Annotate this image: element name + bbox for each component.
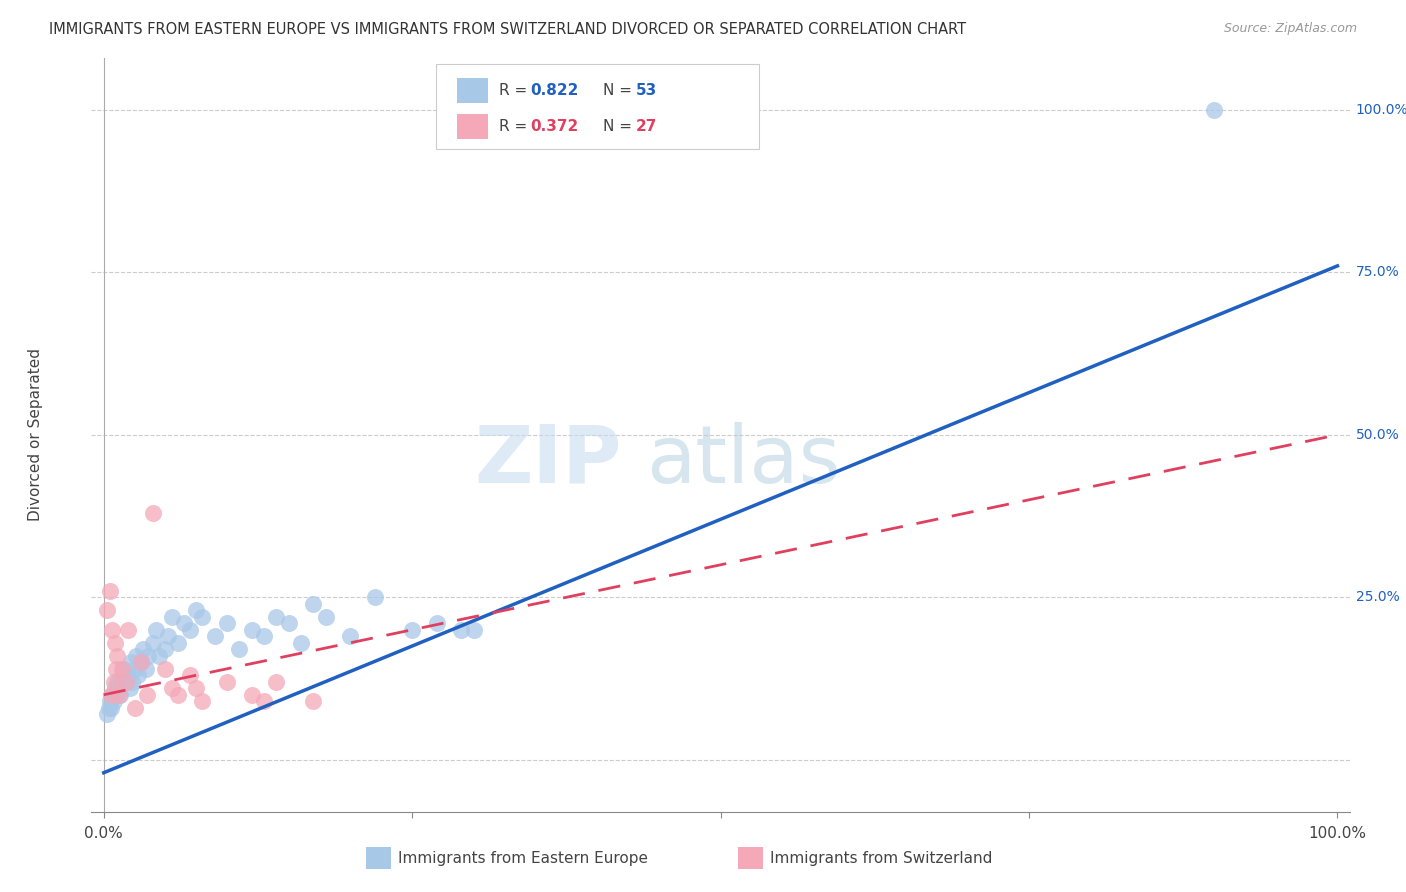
- Text: R =: R =: [499, 120, 533, 135]
- Point: [1202, 103, 1225, 117]
- Point: [118, 681, 141, 696]
- Point: [96, 707, 118, 722]
- Point: [290, 636, 312, 650]
- Point: [166, 688, 188, 702]
- Point: [179, 668, 201, 682]
- Point: [145, 623, 167, 637]
- Point: [253, 629, 276, 643]
- Text: ZIP: ZIP: [475, 422, 621, 500]
- Point: [107, 688, 129, 702]
- Point: [148, 648, 170, 663]
- Point: [98, 583, 121, 598]
- Point: [136, 648, 159, 663]
- Text: N =: N =: [603, 83, 637, 98]
- Text: Immigrants from Eastern Europe: Immigrants from Eastern Europe: [398, 851, 648, 865]
- Point: [104, 636, 127, 650]
- Point: [100, 688, 122, 702]
- Point: [228, 642, 250, 657]
- Point: [339, 629, 361, 643]
- Point: [240, 623, 263, 637]
- Point: [266, 609, 288, 624]
- Point: [191, 694, 214, 708]
- Point: [155, 662, 177, 676]
- Point: [129, 655, 152, 669]
- Point: [191, 609, 214, 624]
- Point: [186, 603, 208, 617]
- Point: [108, 688, 131, 702]
- Point: [105, 648, 128, 663]
- Point: [426, 616, 449, 631]
- Point: [277, 616, 299, 631]
- Text: 75.0%: 75.0%: [1355, 266, 1400, 279]
- Text: R =: R =: [499, 83, 533, 98]
- Point: [117, 623, 139, 637]
- Point: [217, 616, 239, 631]
- Point: [204, 629, 226, 643]
- Text: Source: ZipAtlas.com: Source: ZipAtlas.com: [1223, 22, 1357, 36]
- Point: [100, 700, 122, 714]
- Point: [107, 681, 129, 696]
- Point: [266, 674, 288, 689]
- Point: [111, 662, 134, 676]
- Point: [240, 688, 263, 702]
- Point: [401, 623, 423, 637]
- Text: 27: 27: [636, 120, 657, 135]
- Point: [463, 623, 485, 637]
- Text: 50.0%: 50.0%: [1355, 428, 1400, 442]
- Point: [96, 603, 118, 617]
- Point: [253, 694, 276, 708]
- Point: [179, 623, 201, 637]
- Point: [135, 662, 157, 676]
- Point: [98, 694, 121, 708]
- Point: [450, 623, 472, 637]
- Point: [125, 648, 148, 663]
- Point: [155, 642, 177, 657]
- Point: [101, 688, 124, 702]
- Point: [166, 636, 188, 650]
- Point: [103, 694, 125, 708]
- Point: [129, 655, 152, 669]
- Point: [111, 668, 134, 682]
- Text: 100.0%: 100.0%: [1355, 103, 1406, 117]
- Point: [105, 688, 128, 702]
- Text: N =: N =: [603, 120, 637, 135]
- Point: [160, 609, 183, 624]
- Point: [104, 681, 127, 696]
- Point: [364, 591, 387, 605]
- Text: atlas: atlas: [647, 422, 841, 500]
- Text: 53: 53: [636, 83, 657, 98]
- Point: [115, 674, 138, 689]
- Point: [101, 623, 124, 637]
- Point: [121, 674, 143, 689]
- Point: [160, 681, 183, 696]
- Point: [115, 674, 138, 689]
- Point: [124, 662, 146, 676]
- Point: [124, 700, 146, 714]
- Text: Immigrants from Switzerland: Immigrants from Switzerland: [770, 851, 993, 865]
- Point: [302, 694, 325, 708]
- Point: [217, 674, 239, 689]
- Text: IMMIGRANTS FROM EASTERN EUROPE VS IMMIGRANTS FROM SWITZERLAND DIVORCED OR SEPARA: IMMIGRANTS FROM EASTERN EUROPE VS IMMIGR…: [49, 22, 966, 37]
- Point: [302, 597, 325, 611]
- Point: [97, 700, 120, 714]
- Point: [135, 688, 157, 702]
- Text: Divorced or Separated: Divorced or Separated: [28, 349, 44, 521]
- Point: [132, 642, 155, 657]
- Point: [142, 506, 165, 520]
- Point: [127, 668, 149, 682]
- Point: [105, 662, 128, 676]
- Point: [315, 609, 337, 624]
- Point: [173, 616, 195, 631]
- Point: [120, 655, 142, 669]
- Point: [105, 674, 128, 689]
- Point: [186, 681, 208, 696]
- Point: [117, 668, 139, 682]
- Text: 0.372: 0.372: [530, 120, 578, 135]
- Point: [142, 636, 165, 650]
- Text: 25.0%: 25.0%: [1355, 591, 1400, 604]
- Point: [103, 674, 125, 689]
- Point: [112, 662, 135, 676]
- Text: 0.822: 0.822: [530, 83, 578, 98]
- Point: [156, 629, 179, 643]
